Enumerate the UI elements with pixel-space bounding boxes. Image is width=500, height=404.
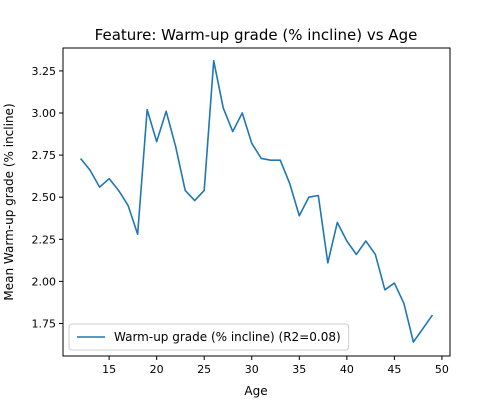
legend-box — [68, 323, 350, 351]
x-tick-label: 45 — [387, 363, 401, 376]
y-tick-label: 2.75 — [32, 149, 57, 162]
series-layer — [79, 59, 434, 343]
x-axis-label: Age — [244, 384, 267, 398]
legend: Warm-up grade (% incline) (R2=0.08) — [68, 323, 350, 351]
y-axis-label: Mean Warm-up grade (% incline) — [2, 103, 16, 300]
plot-frame — [62, 47, 451, 357]
y-tick-label: 3.00 — [32, 107, 57, 120]
x-tick-label: 30 — [245, 363, 259, 376]
x-tick-label: 15 — [102, 363, 116, 376]
y-tick-label: 2.50 — [32, 191, 57, 204]
y-axis-ticks: 1.75 2.00 2.25 2.50 2.75 3.00 3.25 — [32, 65, 63, 330]
chart-title: Feature: Warm-up grade (% incline) vs Ag… — [95, 26, 418, 44]
x-tick-label: 40 — [340, 363, 354, 376]
series-line-0 — [79, 59, 434, 343]
y-tick-label: 3.25 — [32, 65, 57, 78]
x-tick-label: 20 — [150, 363, 164, 376]
x-tick-label: 50 — [435, 363, 449, 376]
x-tick-label: 35 — [292, 363, 306, 376]
y-tick-label: 2.25 — [32, 233, 57, 246]
y-tick-label: 2.00 — [32, 275, 57, 288]
x-axis-ticks: 15 20 25 30 35 40 45 50 — [102, 356, 449, 376]
x-tick-label: 25 — [197, 363, 211, 376]
y-tick-label: 1.75 — [32, 317, 57, 330]
legend-label: Warm-up grade (% incline) (R2=0.08) — [114, 330, 341, 344]
